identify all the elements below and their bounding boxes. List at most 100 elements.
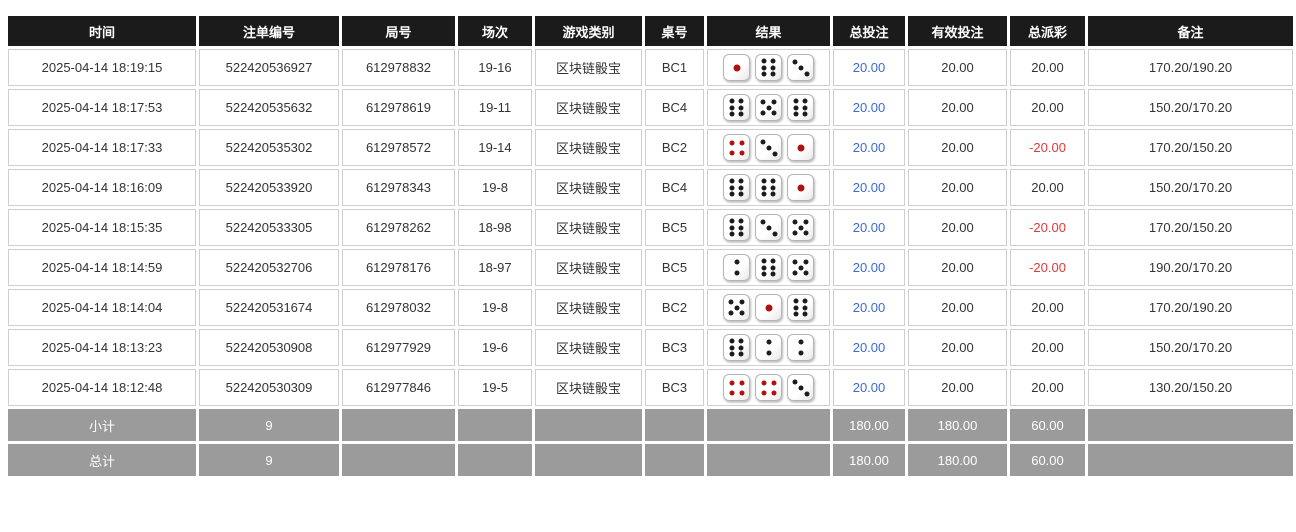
dice-2-icon: [787, 334, 814, 361]
dice-5-icon: [787, 214, 814, 241]
cell-time: 2025-04-14 18:17:53: [8, 89, 196, 126]
cell-valid-bet: 20.00: [908, 289, 1007, 326]
cell-session: 18-98: [458, 209, 532, 246]
cell-game-type: 区块链骰宝: [535, 369, 642, 406]
cell-time: 2025-04-14 18:14:04: [8, 289, 196, 326]
cell-time: 2025-04-14 18:13:23: [8, 329, 196, 366]
total-bet-link[interactable]: 20.00: [852, 340, 886, 355]
dice-3-icon: [755, 214, 782, 241]
header-session: 场次: [458, 16, 532, 46]
table-row: 2025-04-14 18:19:15 522420536927 6129788…: [8, 49, 1293, 86]
cell-remark: 150.20/170.20: [1088, 169, 1293, 206]
table-row: 2025-04-14 18:17:53 522420535632 6129786…: [8, 89, 1293, 126]
subtotal-label: 小计: [8, 409, 196, 441]
dice-result-group: [712, 94, 825, 121]
header-total-bet: 总投注: [833, 16, 905, 46]
bet-records-table: 时间 注单编号 局号 场次 游戏类别 桌号 结果 总投注 有效投注 总派彩 备注…: [5, 13, 1296, 479]
cell-round-id: 612978262: [342, 209, 455, 246]
cell-time: 2025-04-14 18:19:15: [8, 49, 196, 86]
total-valid-bet: 180.00: [908, 444, 1007, 476]
cell-total-bet: 20.00: [833, 289, 905, 326]
total-bet-link[interactable]: 20.00: [852, 220, 886, 235]
cell-bet-id: 522420533920: [199, 169, 339, 206]
total-bet-link[interactable]: 20.00: [852, 100, 886, 115]
dice-3-icon: [755, 134, 782, 161]
cell-valid-bet: 20.00: [908, 369, 1007, 406]
cell-remark: 130.20/150.20: [1088, 369, 1293, 406]
cell-time: 2025-04-14 18:17:33: [8, 129, 196, 166]
dice-6-icon: [723, 174, 750, 201]
header-game-type: 游戏类别: [535, 16, 642, 46]
dice-4-icon: [723, 374, 750, 401]
cell-result: [707, 49, 830, 86]
dice-6-icon: [755, 174, 782, 201]
total-row: 总计 9 180.00 180.00 60.00: [8, 444, 1293, 476]
cell-table-no: BC2: [645, 129, 704, 166]
cell-result: [707, 249, 830, 286]
cell-result: [707, 369, 830, 406]
cell-bet-id: 522420530309: [199, 369, 339, 406]
dice-result-group: [712, 294, 825, 321]
total-payout: 60.00: [1010, 444, 1085, 476]
cell-valid-bet: 20.00: [908, 249, 1007, 286]
cell-bet-id: 522420536927: [199, 49, 339, 86]
cell-result: [707, 329, 830, 366]
cell-total-bet: 20.00: [833, 89, 905, 126]
cell-time: 2025-04-14 18:15:35: [8, 209, 196, 246]
cell-result: [707, 289, 830, 326]
cell-valid-bet: 20.00: [908, 329, 1007, 366]
cell-time: 2025-04-14 18:12:48: [8, 369, 196, 406]
total-bet-link[interactable]: 20.00: [852, 180, 886, 195]
cell-table-no: BC1: [645, 49, 704, 86]
cell-payout: 20.00: [1010, 169, 1085, 206]
table-row: 2025-04-14 18:14:04 522420531674 6129780…: [8, 289, 1293, 326]
cell-game-type: 区块链骰宝: [535, 289, 642, 326]
dice-3-icon: [787, 54, 814, 81]
dice-5-icon: [755, 94, 782, 121]
cell-remark: 170.20/190.20: [1088, 49, 1293, 86]
cell-round-id: 612978572: [342, 129, 455, 166]
dice-5-icon: [787, 254, 814, 281]
table-row: 2025-04-14 18:12:48 522420530309 6129778…: [8, 369, 1293, 406]
cell-result: [707, 209, 830, 246]
cell-total-bet: 20.00: [833, 369, 905, 406]
cell-result: [707, 169, 830, 206]
cell-remark: 150.20/170.20: [1088, 89, 1293, 126]
cell-remark: 170.20/150.20: [1088, 209, 1293, 246]
table-row: 2025-04-14 18:14:59 522420532706 6129781…: [8, 249, 1293, 286]
dice-4-icon: [723, 134, 750, 161]
cell-payout: -20.00: [1010, 129, 1085, 166]
header-payout: 总派彩: [1010, 16, 1085, 46]
dice-result-group: [712, 254, 825, 281]
cell-total-bet: 20.00: [833, 129, 905, 166]
cell-bet-id: 522420535632: [199, 89, 339, 126]
dice-result-group: [712, 214, 825, 241]
total-bet-link[interactable]: 20.00: [852, 260, 886, 275]
cell-payout: 20.00: [1010, 89, 1085, 126]
total-bet-link[interactable]: 20.00: [852, 300, 886, 315]
dice-result-group: [712, 134, 825, 161]
cell-valid-bet: 20.00: [908, 209, 1007, 246]
dice-6-icon: [723, 214, 750, 241]
cell-session: 19-5: [458, 369, 532, 406]
cell-session: 18-97: [458, 249, 532, 286]
cell-session: 19-8: [458, 169, 532, 206]
cell-table-no: BC4: [645, 89, 704, 126]
table-row: 2025-04-14 18:16:09 522420533920 6129783…: [8, 169, 1293, 206]
total-bet-link[interactable]: 20.00: [852, 60, 886, 75]
cell-payout: -20.00: [1010, 249, 1085, 286]
total-total-bet: 180.00: [833, 444, 905, 476]
cell-payout: 20.00: [1010, 289, 1085, 326]
dice-result-group: [712, 174, 825, 201]
cell-payout: 20.00: [1010, 329, 1085, 366]
header-remark: 备注: [1088, 16, 1293, 46]
total-bet-link[interactable]: 20.00: [852, 380, 886, 395]
total-count: 9: [199, 444, 339, 476]
cell-bet-id: 522420530908: [199, 329, 339, 366]
dice-1-icon: [787, 134, 814, 161]
header-bet-id: 注单编号: [199, 16, 339, 46]
cell-game-type: 区块链骰宝: [535, 169, 642, 206]
cell-valid-bet: 20.00: [908, 49, 1007, 86]
total-bet-link[interactable]: 20.00: [852, 140, 886, 155]
dice-2-icon: [723, 254, 750, 281]
